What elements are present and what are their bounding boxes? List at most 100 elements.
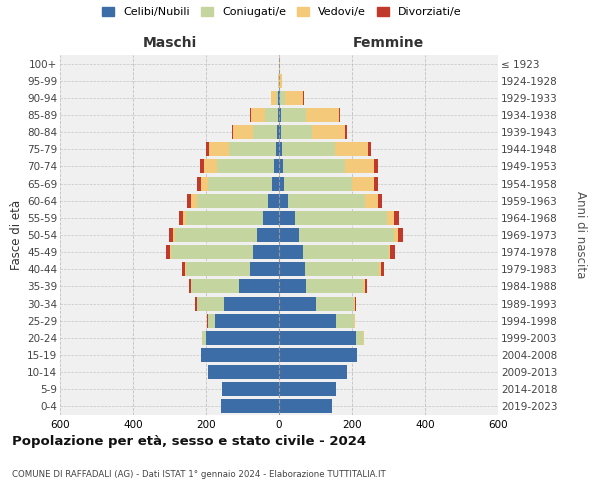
Bar — [172, 245, 253, 259]
Bar — [277, 125, 279, 139]
Bar — [312, 125, 345, 139]
Bar — [253, 245, 279, 259]
Bar — [335, 142, 368, 156]
Legend: Celibi/Nubili, Coniugati/e, Vedovi/e, Divorziati/e: Celibi/Nubili, Coniugati/e, Vedovi/e, Di… — [98, 2, 466, 22]
Bar — [204, 160, 217, 173]
Bar — [186, 211, 263, 225]
Bar — [169, 228, 173, 242]
Bar — [279, 91, 280, 105]
Bar — [279, 382, 335, 396]
Bar — [344, 125, 347, 139]
Bar — [279, 176, 284, 190]
Bar — [197, 176, 200, 190]
Bar — [175, 228, 257, 242]
Bar — [224, 296, 279, 310]
Bar — [279, 125, 281, 139]
Bar — [250, 108, 251, 122]
Bar — [229, 142, 276, 156]
Bar — [305, 262, 379, 276]
Bar — [257, 228, 279, 242]
Bar — [377, 194, 382, 207]
Bar — [379, 262, 381, 276]
Bar — [185, 262, 186, 276]
Bar — [284, 176, 352, 190]
Bar — [221, 400, 279, 413]
Bar — [363, 280, 365, 293]
Bar — [344, 160, 374, 173]
Bar — [354, 314, 355, 328]
Bar — [280, 91, 285, 105]
Bar — [356, 331, 363, 345]
Bar — [307, 108, 339, 122]
Bar — [279, 400, 332, 413]
Bar — [208, 365, 279, 379]
Bar — [265, 108, 278, 122]
Bar — [197, 296, 224, 310]
Bar — [283, 160, 344, 173]
Bar — [272, 176, 279, 190]
Bar — [386, 211, 394, 225]
Bar — [232, 125, 233, 139]
Bar — [279, 331, 356, 345]
Text: Femmine: Femmine — [353, 36, 424, 50]
Bar — [279, 56, 280, 70]
Bar — [263, 211, 279, 225]
Bar — [307, 280, 363, 293]
Bar — [279, 262, 305, 276]
Bar — [274, 160, 279, 173]
Bar — [173, 228, 175, 242]
Bar — [253, 125, 277, 139]
Bar — [206, 142, 209, 156]
Bar — [189, 280, 191, 293]
Bar — [279, 142, 282, 156]
Bar — [233, 125, 253, 139]
Bar — [288, 194, 365, 207]
Bar — [276, 142, 279, 156]
Bar — [374, 160, 377, 173]
Bar — [282, 142, 335, 156]
Bar — [279, 314, 335, 328]
Bar — [208, 176, 272, 190]
Bar — [197, 194, 268, 207]
Bar — [316, 296, 354, 310]
Text: Popolazione per età, sesso e stato civile - 2024: Popolazione per età, sesso e stato civil… — [12, 435, 366, 448]
Bar — [279, 228, 299, 242]
Bar — [207, 314, 208, 328]
Bar — [295, 211, 386, 225]
Bar — [277, 91, 278, 105]
Bar — [200, 348, 279, 362]
Bar — [381, 262, 384, 276]
Bar — [279, 348, 358, 362]
Bar — [279, 108, 281, 122]
Bar — [250, 262, 279, 276]
Bar — [389, 245, 391, 259]
Bar — [279, 365, 347, 379]
Bar — [278, 91, 279, 105]
Bar — [365, 280, 367, 293]
Bar — [183, 211, 186, 225]
Bar — [223, 382, 279, 396]
Bar — [182, 262, 185, 276]
Bar — [368, 142, 371, 156]
Y-axis label: Anni di nascita: Anni di nascita — [574, 192, 587, 278]
Bar — [191, 280, 239, 293]
Bar — [394, 211, 400, 225]
Bar — [398, 228, 403, 242]
Bar — [202, 331, 206, 345]
Bar — [279, 296, 316, 310]
Bar — [208, 314, 215, 328]
Bar — [281, 125, 312, 139]
Bar — [200, 160, 204, 173]
Bar — [186, 262, 250, 276]
Bar — [166, 245, 170, 259]
Bar — [394, 228, 398, 242]
Bar — [281, 108, 307, 122]
Bar — [278, 108, 279, 122]
Bar — [279, 74, 280, 88]
Bar — [215, 314, 279, 328]
Bar — [251, 108, 265, 122]
Bar — [355, 296, 356, 310]
Bar — [279, 194, 288, 207]
Bar — [280, 74, 281, 88]
Bar — [391, 245, 395, 259]
